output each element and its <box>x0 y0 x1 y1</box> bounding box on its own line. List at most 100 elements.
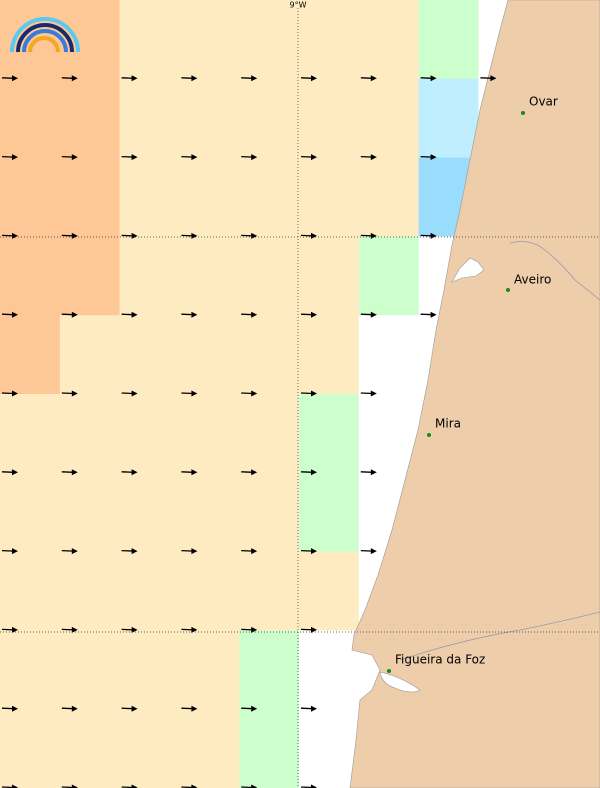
grid-cell <box>119 472 180 553</box>
arrow-head <box>251 705 258 712</box>
arrow-head <box>131 232 138 239</box>
arrow-head <box>71 784 78 788</box>
arrow-head <box>12 75 18 82</box>
grid-cell <box>0 78 61 159</box>
grid-cell <box>179 78 240 159</box>
arrow-head <box>12 626 18 633</box>
arrow-head <box>251 311 258 318</box>
place-label: Figueira da Foz <box>395 653 485 667</box>
arrow-head <box>71 75 78 82</box>
arrow-head <box>311 784 317 788</box>
arrow-head <box>131 705 138 712</box>
grid-cell <box>299 157 360 237</box>
land <box>349 0 600 788</box>
grid-cell <box>358 78 420 159</box>
arrow-head <box>191 232 198 239</box>
arrow-head <box>131 469 138 476</box>
arrow-head <box>311 75 317 82</box>
grid-cell <box>239 551 300 631</box>
grid-cell <box>299 315 360 395</box>
arrow-head <box>12 784 18 788</box>
grid-cell <box>59 315 121 395</box>
arrow-head <box>131 75 138 82</box>
grid-cell <box>358 157 420 237</box>
place-label: Ovar <box>529 95 558 109</box>
grid-cell <box>119 315 180 395</box>
arrow-head <box>191 548 198 555</box>
grid-cell <box>299 78 360 159</box>
grid-cell <box>59 78 121 159</box>
grid-cell <box>239 78 300 159</box>
grid-cell <box>239 394 300 474</box>
grid-cell <box>179 472 240 553</box>
arrow-head <box>251 75 258 82</box>
grid-cell <box>59 157 121 237</box>
grid-cell <box>0 315 61 395</box>
arrow-head <box>311 154 317 161</box>
grid-cell <box>0 157 61 237</box>
grid-cell <box>119 709 180 788</box>
arrow-head <box>71 469 78 476</box>
arrow-head <box>191 705 198 712</box>
grid-cell <box>0 394 61 474</box>
grid-cell <box>0 236 61 316</box>
grid-cell <box>239 709 300 788</box>
grid-cell <box>179 157 240 237</box>
place-label: Aveiro <box>514 273 551 287</box>
arrow-head <box>370 154 377 161</box>
grid-cell <box>299 630 360 710</box>
place-label: Mira <box>435 417 461 431</box>
grid-cell <box>0 472 61 553</box>
arrow-head <box>370 469 377 476</box>
arrow-head <box>191 154 198 161</box>
place-dot <box>506 288 510 292</box>
arrow-head <box>430 154 437 161</box>
arrow-head <box>430 232 437 239</box>
river <box>509 241 600 301</box>
arrow-head <box>251 784 258 788</box>
arrow-head <box>191 311 198 318</box>
arrow-head <box>191 784 198 788</box>
arrow-head <box>311 311 317 318</box>
grid-cell <box>179 630 240 710</box>
grid-cell <box>299 709 360 788</box>
arrow-head <box>131 626 138 633</box>
grid-cell <box>119 236 180 316</box>
arrow-head <box>370 75 377 82</box>
arrow-head <box>251 469 258 476</box>
arrow-head <box>490 75 497 82</box>
grid-cell <box>239 630 300 710</box>
arrow-head <box>311 626 317 633</box>
grid-cell <box>358 0 420 80</box>
grid-cell <box>119 78 180 159</box>
grid-cell <box>119 394 180 474</box>
arrow-head <box>191 75 198 82</box>
arrow-head <box>311 548 317 555</box>
arrow-head <box>12 705 18 712</box>
grid-cell <box>179 394 240 474</box>
arrow-head <box>191 390 198 397</box>
arrow-head <box>71 232 78 239</box>
grid-cell <box>59 630 121 710</box>
place-dot <box>387 669 391 673</box>
river <box>399 611 600 661</box>
wave-arrows <box>1 75 497 788</box>
arrow-head <box>12 548 18 555</box>
grid-cell <box>119 630 180 710</box>
grid-cell <box>418 0 479 80</box>
arrow-head <box>12 469 18 476</box>
arrow-head <box>251 626 258 633</box>
arrow-head <box>131 311 138 318</box>
lagoon <box>451 257 485 283</box>
grid-cell <box>179 315 240 395</box>
arrow-head <box>71 548 78 555</box>
arrow-head <box>311 705 317 712</box>
grid-cell <box>0 709 61 788</box>
arrow-head <box>311 469 317 476</box>
arrow-head <box>251 390 258 397</box>
grid-cell <box>299 472 360 553</box>
grid-cell <box>119 551 180 631</box>
arrow-head <box>71 154 78 161</box>
arrow-head <box>131 548 138 555</box>
